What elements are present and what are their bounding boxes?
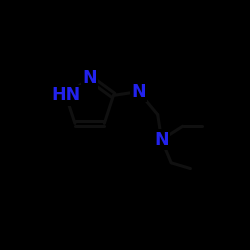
Text: N: N [154, 131, 169, 149]
Text: HN: HN [51, 86, 80, 104]
Text: N: N [82, 69, 97, 87]
Text: N: N [131, 82, 146, 100]
